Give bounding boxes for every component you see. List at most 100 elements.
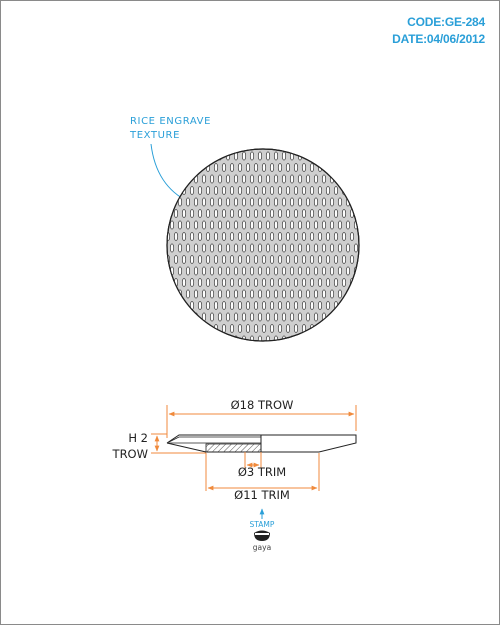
rice-grain (277, 185, 283, 196)
rice-grain (285, 162, 291, 173)
rice-grain (341, 277, 347, 288)
rice-grain (265, 266, 271, 276)
rice-grain (217, 220, 223, 230)
rice-grain (241, 151, 247, 161)
rice-grain (257, 220, 263, 230)
rice-grain (197, 231, 203, 242)
rice-grain (189, 185, 195, 196)
rice-grain (301, 254, 307, 265)
rice-grain (313, 312, 319, 322)
rice-grain (181, 231, 187, 242)
rice-grain (237, 162, 243, 173)
rice-grain (321, 220, 327, 230)
rice-grain (201, 289, 207, 299)
stamp-icon (254, 530, 270, 541)
overall-diameter-dimension (166, 405, 357, 438)
texture-callout-line1: RICE ENGRAVE (130, 116, 212, 127)
rice-grain (305, 220, 311, 230)
rice-grain (201, 174, 207, 184)
rice-grain (237, 323, 243, 334)
rice-grain (317, 185, 323, 196)
rice-grain (281, 197, 287, 207)
rice-grain (221, 323, 227, 334)
rice-grain (209, 266, 215, 276)
rice-grain (201, 266, 207, 276)
rice-grain (309, 277, 315, 288)
rice-grain (181, 300, 187, 311)
rice-grain (213, 254, 219, 265)
rice-grain (277, 300, 283, 311)
rice-grain (193, 220, 199, 230)
rice-grain (277, 277, 283, 288)
rice-grain (289, 174, 295, 184)
rice-grain (273, 266, 279, 276)
rice-grain (217, 197, 223, 207)
rice-grain (241, 197, 247, 207)
rice-grain (301, 277, 307, 288)
rice-grain (221, 162, 227, 173)
rice-grain (233, 220, 239, 230)
rice-grain (269, 300, 275, 311)
rice-grain (245, 185, 251, 196)
rice-grain (213, 185, 219, 196)
rice-grain (197, 254, 203, 265)
rice-grain (233, 312, 239, 322)
rice-grain (301, 300, 307, 311)
rice-grain (301, 231, 307, 242)
rice-grain (205, 254, 211, 265)
rice-grain (177, 266, 183, 276)
rice-grain (281, 335, 287, 341)
rice-grain (301, 162, 307, 173)
rice-grain (285, 231, 291, 242)
rice-grain (265, 312, 271, 322)
rice-grain (281, 151, 287, 161)
rice-grain (321, 289, 327, 299)
height-label-top: H 2 (128, 431, 148, 445)
stamp-brand: gaya (253, 543, 271, 552)
rice-grain (277, 254, 283, 265)
rice-grain (181, 254, 187, 265)
rice-grain (273, 220, 279, 230)
rice-grain (229, 231, 235, 242)
rice-grain (257, 151, 263, 161)
rice-grain (313, 266, 319, 276)
rice-grain (233, 174, 239, 184)
rice-grain (237, 231, 243, 242)
rice-grain (245, 254, 251, 265)
rice-grain (297, 266, 303, 276)
rice-grain (289, 312, 295, 322)
rice-grain (245, 208, 251, 219)
rice-grain (261, 254, 267, 265)
rice-grain (213, 231, 219, 242)
rice-grain (185, 220, 191, 230)
textured-disc (166, 148, 360, 342)
rice-grain (233, 266, 239, 276)
rice-grain (205, 208, 211, 219)
rice-grain (225, 312, 231, 322)
rice-grain (241, 266, 247, 276)
rice-grain (345, 220, 351, 230)
rice-grain (325, 254, 331, 265)
rice-grain (225, 266, 231, 276)
rice-grain (281, 220, 287, 230)
rice-grain (269, 162, 275, 173)
rice-grain (277, 323, 283, 334)
rice-grain (257, 174, 263, 184)
rice-grain (329, 266, 335, 276)
rice-grain (225, 197, 231, 207)
rice-grain (317, 208, 323, 219)
rice-grain (173, 208, 179, 219)
rice-grain (201, 197, 207, 207)
rice-grain (297, 243, 303, 253)
rice-grain (241, 243, 247, 253)
rice-grain (281, 266, 287, 276)
rice-grain (317, 300, 323, 311)
rice-grain (321, 266, 327, 276)
rice-grain (169, 220, 175, 230)
rice-grain (281, 312, 287, 322)
rice-grain (317, 277, 323, 288)
rice-grain (253, 323, 259, 334)
rice-grain (221, 185, 227, 196)
rice-grain (293, 300, 299, 311)
